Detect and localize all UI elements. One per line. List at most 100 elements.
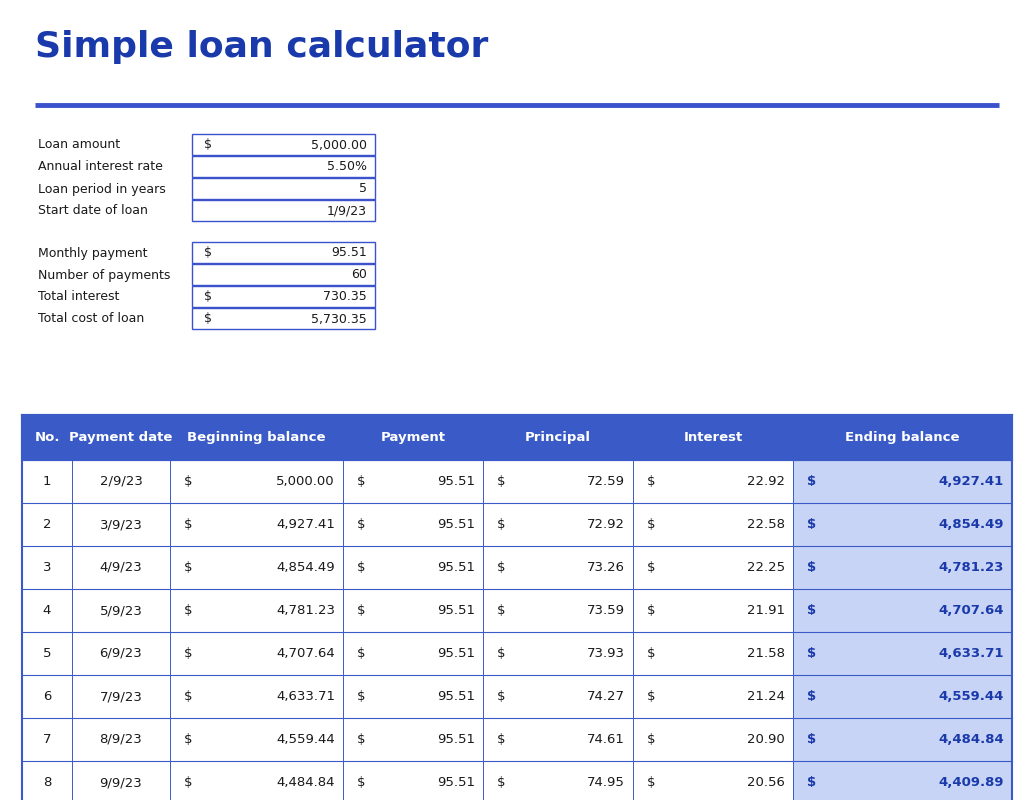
Text: 60: 60 — [352, 269, 367, 282]
Bar — [793, 589, 1012, 632]
Text: $: $ — [357, 561, 365, 574]
Bar — [22, 503, 1012, 546]
Text: Principal: Principal — [525, 431, 591, 444]
Bar — [793, 546, 1012, 589]
Text: $: $ — [807, 604, 816, 617]
Text: Payment: Payment — [381, 431, 446, 444]
Text: 21.58: 21.58 — [747, 647, 785, 660]
Text: 6: 6 — [42, 690, 52, 703]
Text: 21.91: 21.91 — [747, 604, 785, 617]
Text: $: $ — [807, 776, 816, 789]
Text: 5: 5 — [42, 647, 52, 660]
Text: 74.61: 74.61 — [587, 733, 625, 746]
Text: 4,559.44: 4,559.44 — [939, 690, 1004, 703]
Text: 72.92: 72.92 — [587, 518, 625, 531]
Text: 20.90: 20.90 — [748, 733, 785, 746]
Bar — [793, 632, 1012, 675]
Text: 3/9/23: 3/9/23 — [99, 518, 143, 531]
Text: 5,000.00: 5,000.00 — [311, 138, 367, 151]
Text: 73.93: 73.93 — [587, 647, 625, 660]
Text: Total interest: Total interest — [38, 290, 119, 303]
Text: 4,409.89: 4,409.89 — [939, 776, 1004, 789]
Text: 4,633.71: 4,633.71 — [276, 690, 335, 703]
Text: $: $ — [184, 776, 192, 789]
Text: 95.51: 95.51 — [437, 647, 475, 660]
Text: $: $ — [807, 475, 816, 488]
Text: $: $ — [647, 647, 656, 660]
Text: Monthly payment: Monthly payment — [38, 246, 148, 259]
Bar — [22, 415, 1012, 460]
Text: $: $ — [497, 647, 506, 660]
Bar — [22, 589, 1012, 632]
Text: 8/9/23: 8/9/23 — [99, 733, 143, 746]
Text: 22.58: 22.58 — [747, 518, 785, 531]
Text: 95.51: 95.51 — [437, 776, 475, 789]
Text: 72.59: 72.59 — [587, 475, 625, 488]
Text: $: $ — [357, 647, 365, 660]
Bar — [192, 178, 375, 199]
Bar — [793, 718, 1012, 761]
Text: 73.59: 73.59 — [587, 604, 625, 617]
Text: $: $ — [204, 290, 212, 303]
Text: 4/9/23: 4/9/23 — [99, 561, 143, 574]
Text: $: $ — [807, 733, 816, 746]
Text: 2/9/23: 2/9/23 — [99, 475, 143, 488]
Bar — [22, 546, 1012, 589]
Text: 4,484.84: 4,484.84 — [276, 776, 335, 789]
Text: 8: 8 — [42, 776, 52, 789]
Text: 21.24: 21.24 — [747, 690, 785, 703]
Text: Beginning balance: Beginning balance — [187, 431, 326, 444]
Text: 5/9/23: 5/9/23 — [99, 604, 143, 617]
Text: 95.51: 95.51 — [437, 561, 475, 574]
Text: 4,707.64: 4,707.64 — [939, 604, 1004, 617]
Text: Interest: Interest — [683, 431, 742, 444]
Text: $: $ — [647, 561, 656, 574]
Text: $: $ — [497, 690, 506, 703]
Text: $: $ — [184, 733, 192, 746]
Text: $: $ — [357, 776, 365, 789]
Text: 6/9/23: 6/9/23 — [99, 647, 143, 660]
Text: $: $ — [497, 604, 506, 617]
Text: 73.26: 73.26 — [587, 561, 625, 574]
Text: 3: 3 — [42, 561, 52, 574]
Text: $: $ — [497, 776, 506, 789]
Text: $: $ — [184, 518, 192, 531]
Text: 5,730.35: 5,730.35 — [311, 313, 367, 326]
Bar — [192, 264, 375, 285]
Bar — [22, 460, 1012, 503]
Text: 95.51: 95.51 — [437, 733, 475, 746]
Text: 20.56: 20.56 — [748, 776, 785, 789]
Text: 95.51: 95.51 — [437, 690, 475, 703]
Bar — [192, 200, 375, 221]
Bar — [22, 718, 1012, 761]
Bar — [192, 308, 375, 329]
Text: 9/9/23: 9/9/23 — [99, 776, 143, 789]
Text: $: $ — [807, 518, 816, 531]
Bar — [22, 632, 1012, 675]
Bar — [192, 134, 375, 155]
Text: 4: 4 — [42, 604, 52, 617]
Text: 95.51: 95.51 — [437, 475, 475, 488]
Text: 4,559.44: 4,559.44 — [276, 733, 335, 746]
Text: $: $ — [497, 733, 506, 746]
Text: 5: 5 — [359, 182, 367, 195]
Text: 74.95: 74.95 — [587, 776, 625, 789]
Text: 4,927.41: 4,927.41 — [276, 518, 335, 531]
Text: $: $ — [807, 690, 816, 703]
Text: $: $ — [184, 561, 192, 574]
Text: Start date of loan: Start date of loan — [38, 205, 148, 218]
Text: 4,781.23: 4,781.23 — [276, 604, 335, 617]
Text: $: $ — [184, 604, 192, 617]
Bar — [793, 460, 1012, 503]
Bar — [192, 242, 375, 263]
Text: 4,854.49: 4,854.49 — [276, 561, 335, 574]
Text: $: $ — [357, 690, 365, 703]
Text: $: $ — [647, 518, 656, 531]
Text: $: $ — [204, 246, 212, 259]
Bar — [793, 503, 1012, 546]
Text: $: $ — [497, 518, 506, 531]
Text: 2: 2 — [42, 518, 52, 531]
Text: $: $ — [357, 604, 365, 617]
Text: 22.25: 22.25 — [747, 561, 785, 574]
Text: 7/9/23: 7/9/23 — [99, 690, 143, 703]
